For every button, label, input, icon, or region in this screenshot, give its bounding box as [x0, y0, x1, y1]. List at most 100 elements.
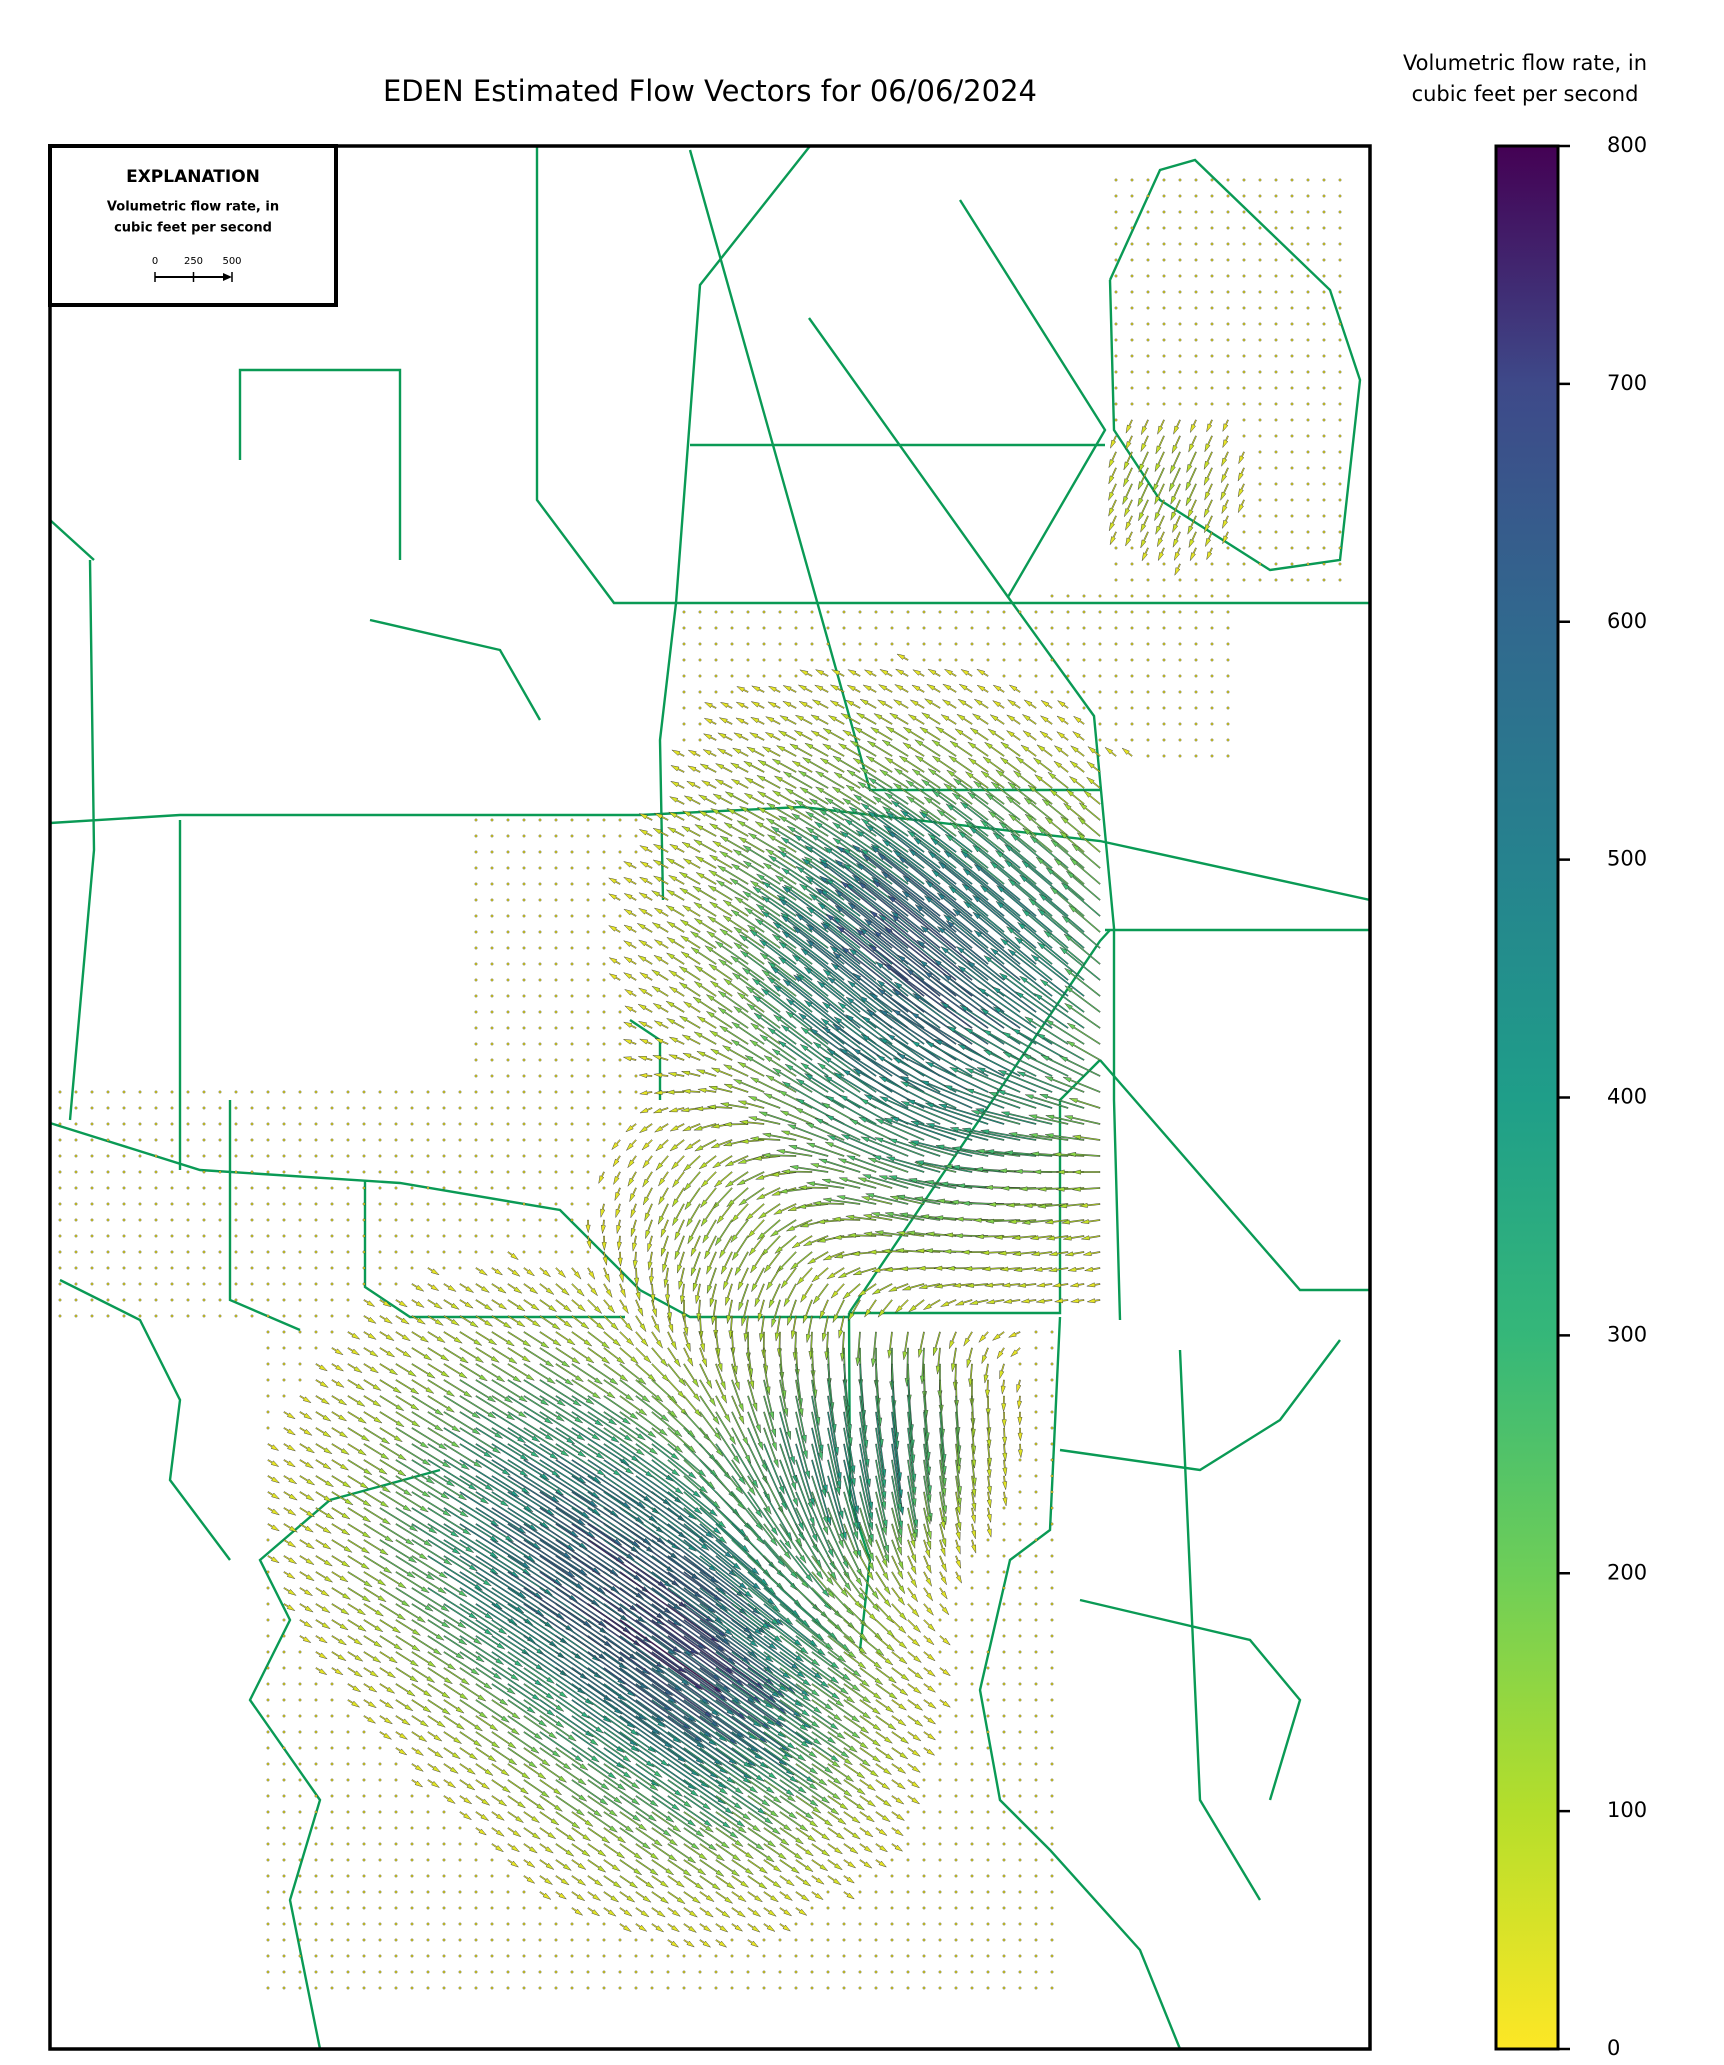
flow-dot — [970, 1826, 974, 1830]
flow-dot — [314, 1298, 318, 1302]
flow-dot — [506, 978, 510, 982]
flow-arrow — [798, 700, 813, 709]
flow-arrow — [660, 1219, 669, 1238]
flow-arrow — [539, 1779, 563, 1796]
flow-arrow — [283, 1603, 296, 1612]
flow-dot — [1242, 530, 1246, 534]
flow-dot — [986, 1778, 990, 1782]
flow-arrow — [1108, 467, 1117, 485]
flow-dot — [298, 1298, 302, 1302]
flow-arrow — [699, 1859, 725, 1877]
flow-dot — [474, 1938, 478, 1942]
flow-arrow — [680, 1283, 685, 1305]
flow-arrow — [1017, 1395, 1022, 1410]
flow-arrow — [764, 732, 781, 741]
flow-dot — [1002, 1570, 1006, 1574]
flow-arrow — [666, 921, 685, 933]
flow-dot — [682, 690, 686, 694]
flow-arrow — [587, 1715, 640, 1753]
flow-dot — [250, 1090, 254, 1094]
flow-dot — [1210, 594, 1214, 598]
flow-arrow — [427, 1763, 442, 1773]
flow-arrow — [925, 1041, 989, 1077]
flow-arrow — [859, 1459, 874, 1522]
flow-arrow — [587, 1347, 611, 1364]
flow-dot — [634, 1090, 638, 1094]
flow-arrow — [896, 1053, 973, 1093]
flow-arrow — [830, 1283, 845, 1299]
flow-arrow — [743, 760, 765, 773]
flow-arrow — [911, 768, 941, 789]
flow-dot — [570, 898, 574, 902]
flow-dot — [1226, 242, 1230, 246]
flow-arrow — [491, 1763, 510, 1777]
flow-arrow — [1053, 858, 1085, 885]
flow-dot — [570, 882, 574, 886]
flow-arrow — [539, 1331, 562, 1347]
flow-arrow — [622, 940, 637, 949]
flow-arrow — [1034, 774, 1053, 789]
flow-arrow — [539, 1891, 552, 1900]
flow-dot — [1194, 210, 1198, 214]
flow-dot — [1114, 722, 1118, 726]
flow-dot — [474, 1970, 478, 1974]
flow-dot — [1050, 642, 1054, 646]
flow-dot — [298, 1858, 302, 1862]
flow-arrow — [523, 1411, 576, 1445]
flow-arrow — [459, 1379, 497, 1403]
flow-dot — [490, 1122, 494, 1126]
flow-dot — [218, 1154, 222, 1158]
flow-arrow — [347, 1603, 367, 1616]
flow-arrow — [587, 1379, 616, 1399]
flow-dot — [1274, 434, 1278, 438]
flow-arrow — [779, 1827, 805, 1845]
flow-arrow — [1011, 1235, 1037, 1241]
flow-dot — [346, 1730, 350, 1734]
flow-dot — [1242, 546, 1246, 550]
flow-arrow — [411, 1683, 433, 1697]
flow-arrow — [859, 1619, 883, 1641]
flow-arrow — [459, 1795, 473, 1805]
flow-arrow — [379, 1427, 403, 1443]
flow-dot — [970, 1810, 974, 1814]
flow-dot — [954, 1698, 958, 1702]
flow-arrow — [699, 1363, 713, 1390]
flow-dot — [1050, 626, 1054, 630]
flow-dot — [1050, 1426, 1054, 1430]
flow-arrow — [427, 1731, 443, 1742]
flow-dot — [842, 1906, 846, 1910]
flow-dot — [490, 1170, 494, 1174]
flow-dot — [1034, 690, 1038, 694]
flow-arrow — [811, 1699, 843, 1722]
flow-arrow — [808, 798, 845, 821]
flow-arrow — [539, 1267, 552, 1278]
flow-arrow — [797, 1012, 861, 1061]
flow-dot — [1194, 658, 1198, 662]
flow-dot — [410, 1826, 414, 1830]
flow-dot — [74, 1314, 78, 1318]
flow-arrow — [635, 1331, 649, 1347]
flow-dot — [1258, 578, 1262, 582]
flow-arrow — [782, 700, 797, 709]
flow-dot — [826, 1906, 830, 1910]
flow-dot — [266, 1634, 270, 1638]
flow-arrow — [667, 1072, 685, 1077]
scale-tick-label: 500 — [222, 256, 241, 267]
flow-dot — [410, 1090, 414, 1094]
flow-dot — [1258, 434, 1262, 438]
flow-arrow — [797, 684, 813, 693]
flow-arrow — [811, 1571, 836, 1600]
flow-dot — [506, 1874, 510, 1878]
flow-dot — [218, 1122, 222, 1126]
flow-dot — [874, 1890, 878, 1894]
flow-arrow — [892, 699, 909, 709]
flow-dot — [602, 1090, 606, 1094]
flow-dot — [330, 1154, 334, 1158]
flow-dot — [922, 1906, 926, 1910]
flow-arrow — [639, 972, 653, 981]
flow-arrow — [715, 1875, 736, 1890]
flow-arrow — [827, 1683, 856, 1704]
flow-dot — [810, 1906, 814, 1910]
flow-dot — [1210, 642, 1214, 646]
